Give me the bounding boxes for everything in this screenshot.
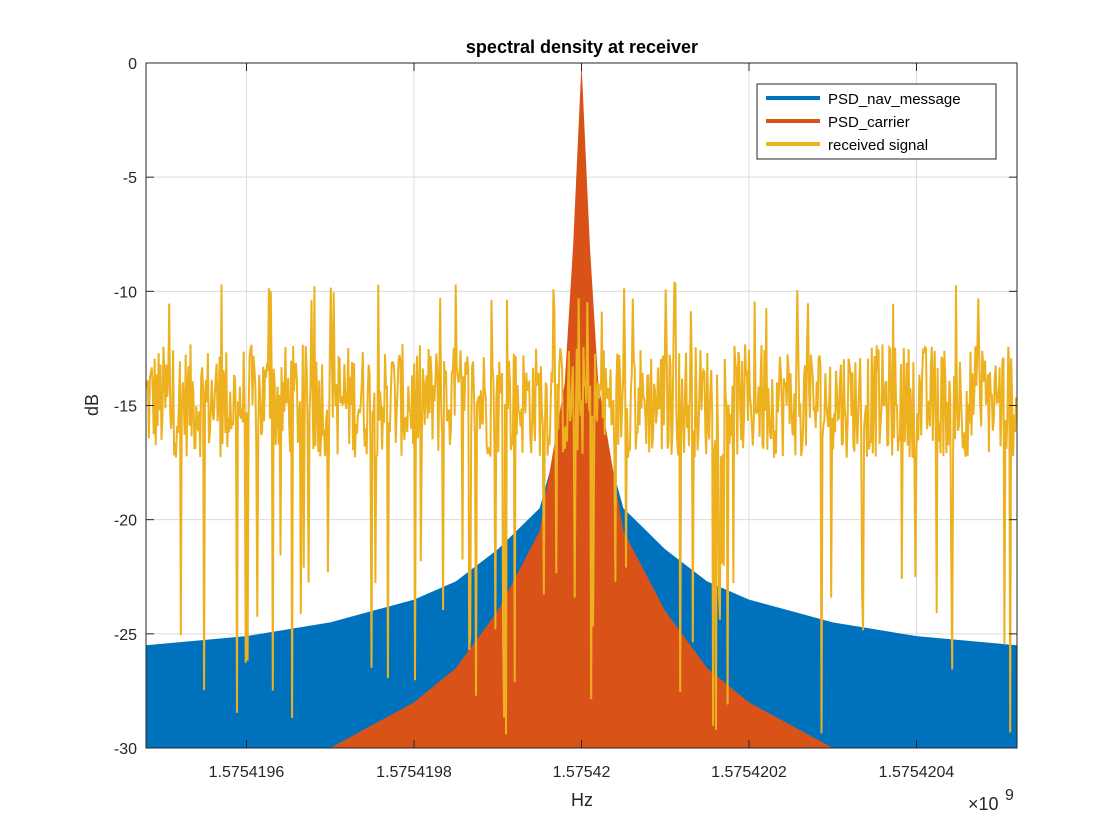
legend-label-psd-nav-message: PSD_nav_message	[828, 91, 961, 108]
y-axis-label: dB	[82, 394, 102, 416]
y-tick-label: -10	[114, 284, 137, 301]
x-tick-label: 1.5754202	[711, 764, 787, 781]
y-tick-label: 0	[128, 56, 137, 73]
legend-label-received-signal: received signal	[828, 137, 928, 154]
y-tick-label: -5	[123, 170, 137, 187]
y-tick-label: -25	[114, 627, 137, 644]
legend: PSD_nav_message PSD_carrier received sig…	[756, 83, 997, 160]
x-tick-label: 1.5754198	[376, 764, 452, 781]
y-tick-label: -30	[114, 741, 137, 758]
y-axis-ticks: 0 -5 -10 -15 -20 -25 -30	[114, 56, 1017, 758]
x-tick-label: 1.57542	[553, 764, 611, 781]
x-tick-label: 1.5754204	[879, 764, 955, 781]
x-tick-label: 1.5754196	[209, 764, 285, 781]
x-exponent-power: 9	[1005, 787, 1014, 804]
x-axis-label: Hz	[571, 790, 593, 810]
legend-label-psd-carrier: PSD_carrier	[828, 114, 910, 131]
series	[145, 63, 1018, 749]
chart-title: spectral density at receiver	[466, 37, 698, 57]
x-exponent-base: ×10	[968, 794, 999, 814]
plot-area: 1.5754196 1.5754198 1.57542 1.5754202 1.5754…	[114, 56, 1018, 781]
x-axis-exponent: ×10 9	[968, 787, 1014, 814]
y-tick-label: -20	[114, 513, 137, 530]
y-tick-label: -15	[114, 399, 137, 416]
series-received-signal	[145, 281, 1018, 735]
x-axis-ticks: 1.5754196 1.5754198 1.57542 1.5754202 1.5754…	[209, 63, 955, 781]
